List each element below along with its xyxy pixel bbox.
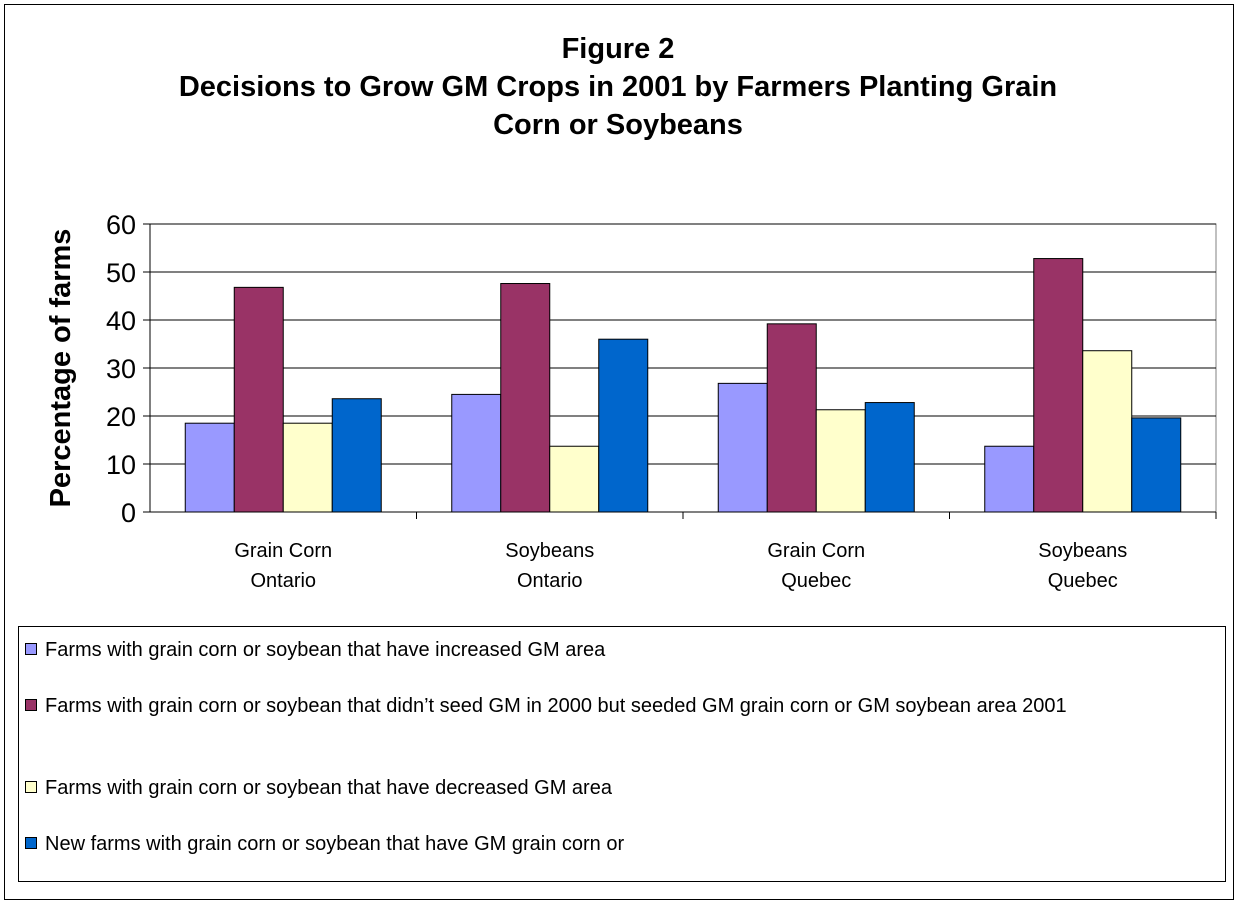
y-tick-label: 0 [121,498,136,528]
bar [864,402,915,513]
y-axis-label: Percentage of farms [45,229,77,508]
axes [143,223,1217,519]
x-tick-label: Soybeans [1038,540,1127,562]
legend-label: Farms with grain corn or soybean that ha… [45,639,606,661]
legend-label: Farms with grain corn or soybean that di… [45,695,1067,717]
bar [815,409,866,513]
legend-label: New farms with grain corn or soybean tha… [45,833,625,855]
bar [184,422,235,513]
x-tick-label: Quebec [781,570,851,592]
legend-swatch [25,699,37,711]
legend-label: Farms with grain corn or soybean that ha… [45,777,612,799]
chart-title: Figure 2 Decisions to Grow GM Crops in 2… [0,30,1236,144]
legend-swatch [25,643,37,655]
bar [598,338,649,513]
bars [184,258,1182,513]
bar [766,323,817,513]
bar [549,445,600,513]
x-tick-label: Ontario [517,570,583,592]
bar [984,445,1035,513]
x-tick-label: Soybeans [505,540,594,562]
y-tick-label: 10 [106,450,136,480]
legend-item: Farms with grain corn or soybean that ha… [25,775,1221,801]
y-tick-label: 50 [106,258,136,288]
bar [500,283,551,513]
x-tick-label: Grain Corn [767,540,865,562]
bar [717,382,768,513]
title-line-1: Figure 2 [561,33,675,65]
legend-item: Farms with grain corn or soybean that di… [25,693,1221,719]
bar [1082,350,1133,513]
bar [451,393,502,513]
bar [331,398,382,513]
axis-labels: 0 10 20 30 40 50 60 Grain Corn Ontario Soybeans On… [45,210,1127,592]
bar [1033,258,1084,513]
legend-swatch [25,837,37,849]
y-tick-label: 60 [106,210,136,240]
y-tick-label: 30 [106,354,136,384]
title-line-3: Corn or Soybeans [493,109,743,141]
x-tick-label: Ontario [250,570,316,592]
x-tick-label: Grain Corn [234,540,332,562]
y-tick-label: 40 [106,306,136,336]
bar [233,286,284,513]
bar-chart: 0 10 20 30 40 50 60 Grain Corn Ontario Soybeans On… [45,210,1217,592]
legend-swatch [25,781,37,793]
title-line-2: Decisions to Grow GM Crops in 2001 by Fa… [178,71,1058,103]
legend-item: Farms with grain corn or soybean that ha… [25,637,1221,663]
bar [1131,417,1182,513]
x-tick-label: Quebec [1048,570,1118,592]
legend: Farms with grain corn or soybean that ha… [18,626,1226,882]
legend-item: New farms with grain corn or soybean tha… [25,831,1221,857]
bar [282,422,333,513]
y-tick-label: 20 [106,402,136,432]
